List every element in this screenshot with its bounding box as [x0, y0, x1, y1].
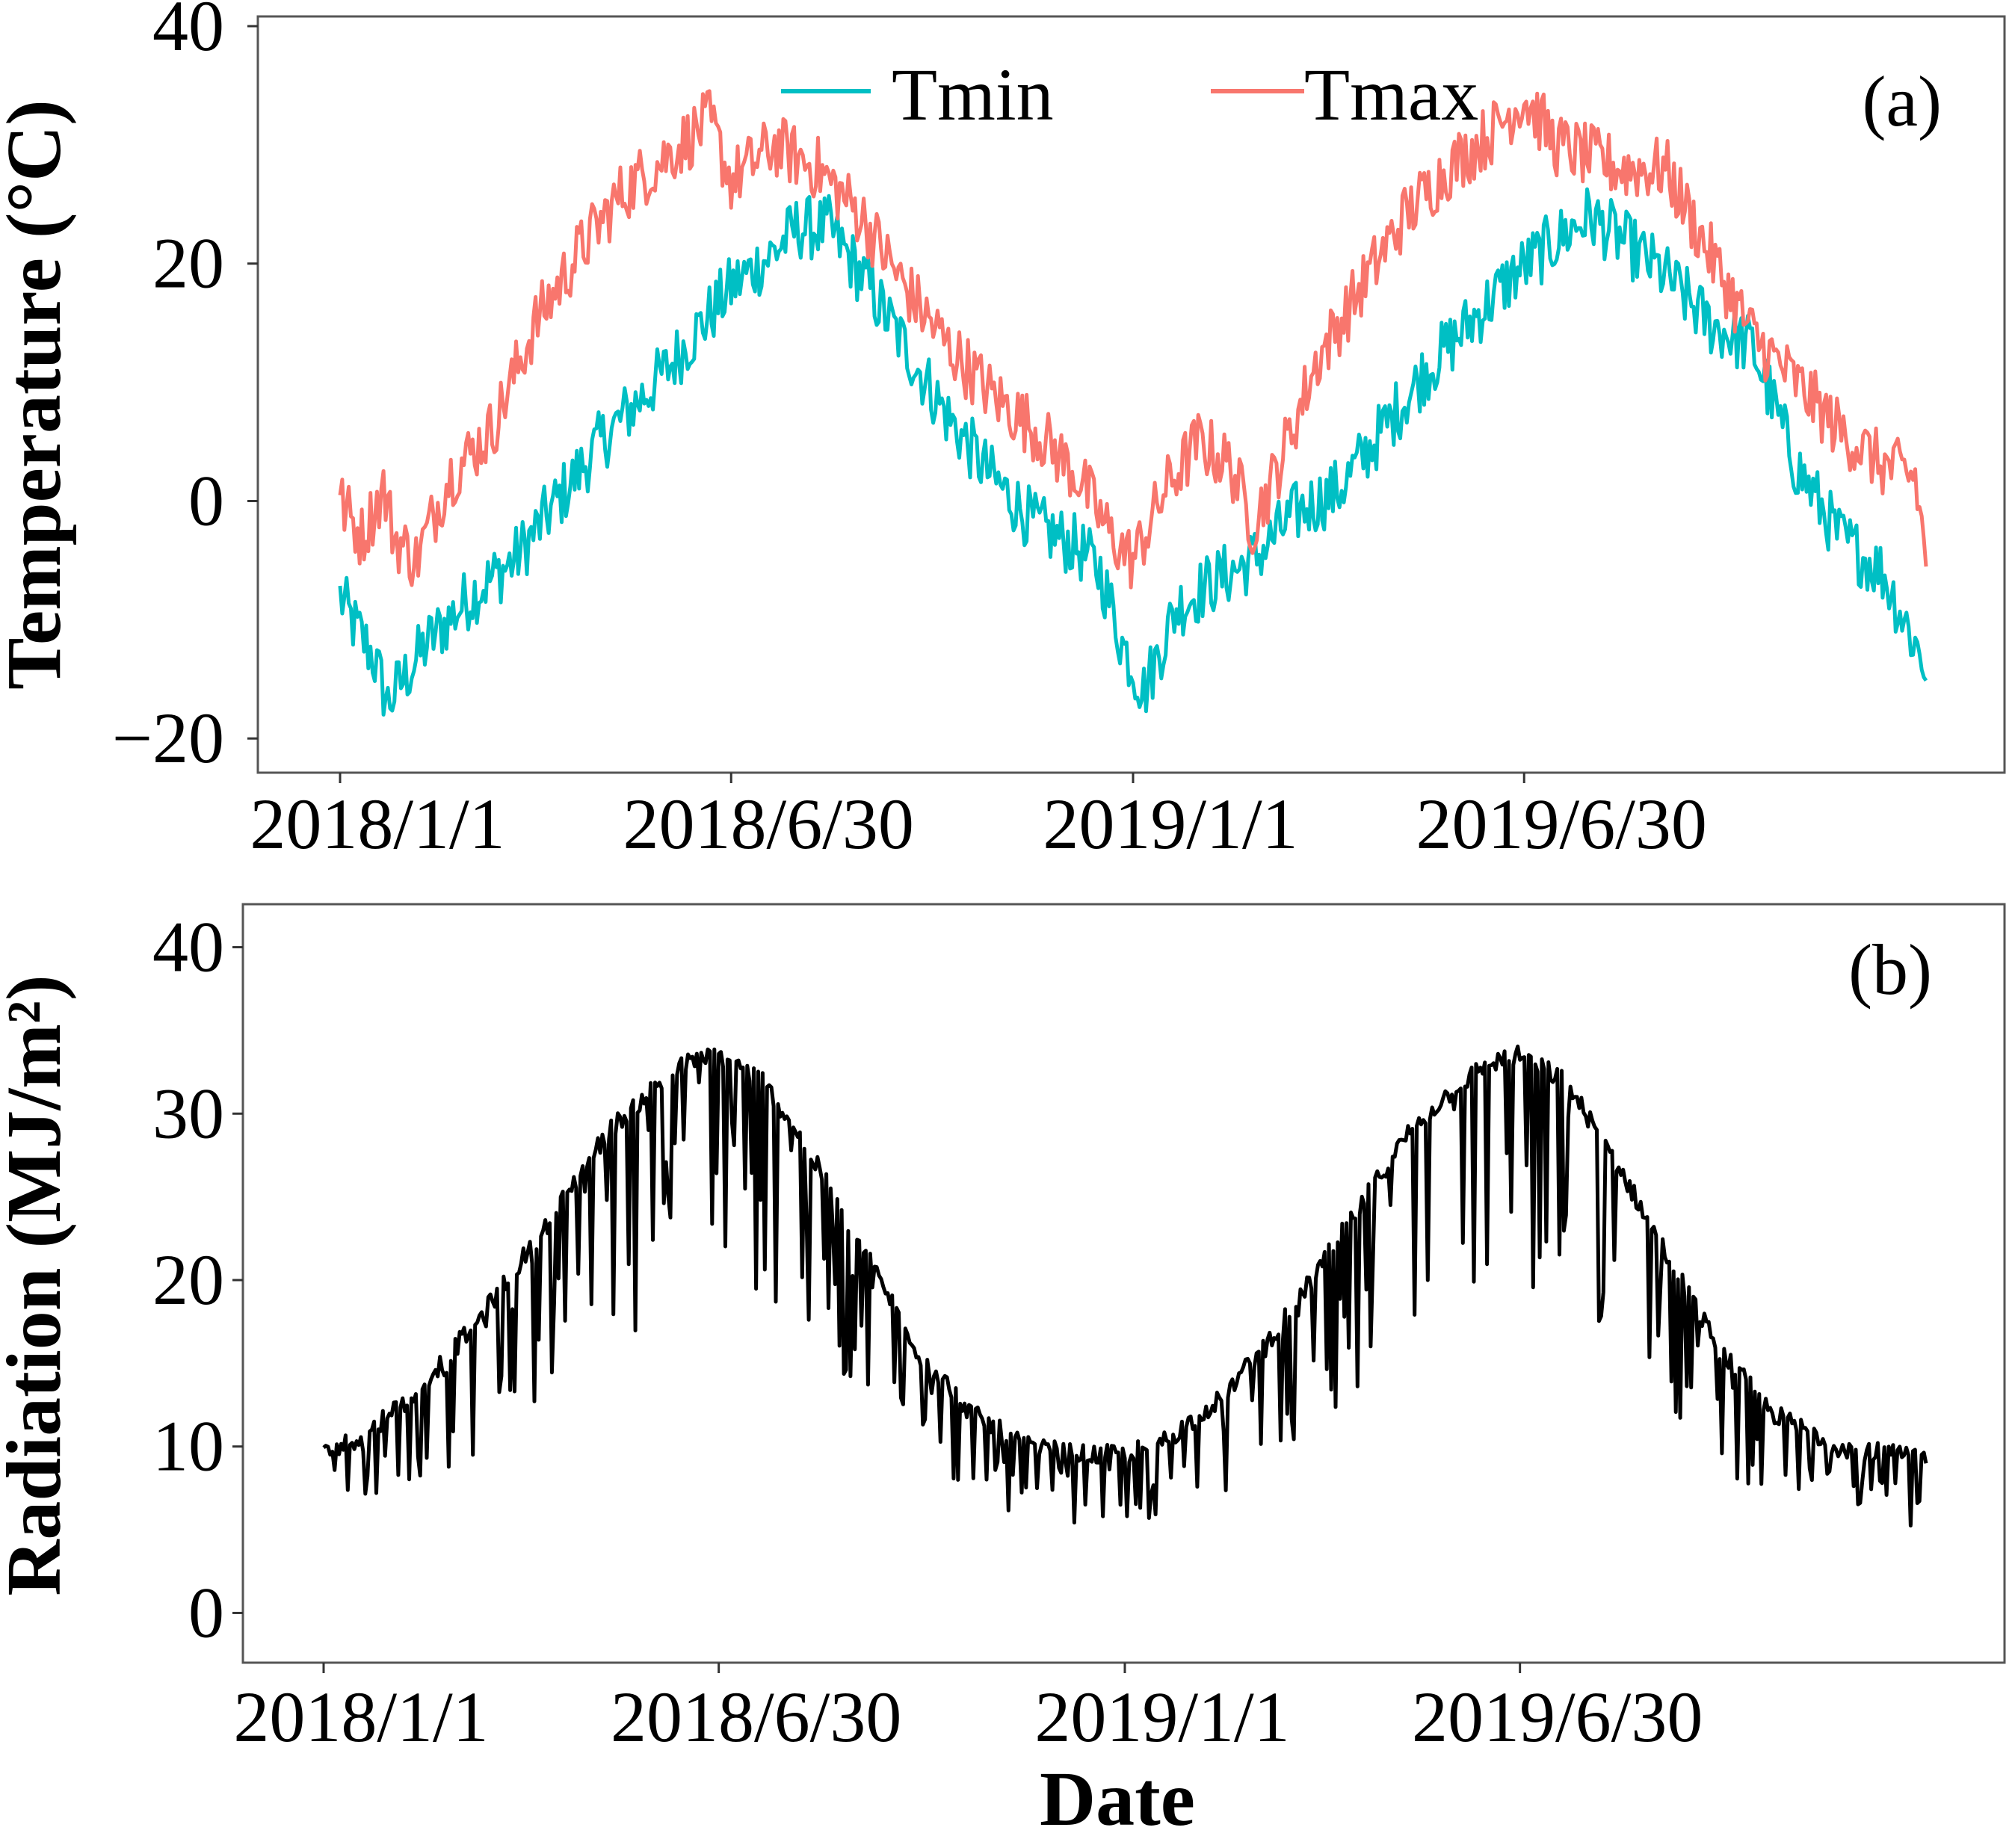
panel-a-frame [256, 15, 2006, 774]
legend-label-tmax: Tmax [1304, 53, 1478, 136]
panel-a-y-axis-title: Temperature (°C) [0, 99, 77, 690]
series-line-radiation [322, 1044, 1928, 1528]
panel-b-radiation-chart: 0 10 20 30 40 2018/1/1 2018/6/30 2019/1/1 2019/… [0, 903, 2006, 1842]
a-x-tick-label: 2019/1/1 [1043, 784, 1297, 864]
b-y-tick-label: 30 [152, 1073, 224, 1153]
panel-a-legend: Tmin Tmax [781, 53, 1478, 136]
panel-b-label: (b) [1848, 930, 1932, 1010]
panel-b-y-axis-title: Radiation (MJ/m²) [0, 974, 77, 1595]
b-x-tick-label: 2018/6/30 [611, 1677, 901, 1757]
panel-a-x-axis: 2018/1/1 2018/6/30 2019/1/1 2019/6/30 [250, 773, 1707, 864]
a-x-tick-label: 2018/1/1 [250, 784, 504, 864]
a-y-tick-label: −20 [112, 698, 224, 778]
b-y-tick-label: 40 [152, 907, 224, 987]
panel-a-temperature-chart: −20 0 20 40 2018/1/1 2018/6/30 2019/1/1 2019/6… [0, 0, 2006, 864]
series-line-tmin [338, 187, 1928, 717]
legend-label-tmin: Tmin [892, 53, 1054, 136]
b-x-tick-label: 2018/1/1 [233, 1677, 488, 1757]
panel-b-x-axis: 2018/1/1 2018/6/30 2019/1/1 2019/6/30 [233, 1663, 1703, 1757]
series-line-tmax [338, 89, 1928, 590]
panel-b-x-axis-title: Date [1040, 1756, 1195, 1842]
b-y-tick-label: 20 [152, 1240, 224, 1320]
a-y-tick-label: 0 [188, 460, 224, 540]
b-x-tick-label: 2019/6/30 [1412, 1677, 1703, 1757]
b-x-tick-label: 2019/1/1 [1034, 1677, 1289, 1757]
panel-b-series-group [322, 1044, 1928, 1528]
a-y-tick-label: 40 [152, 0, 224, 66]
panel-b-y-axis: 0 10 20 30 40 [152, 907, 243, 1652]
panel-a-label: (a) [1862, 61, 1942, 141]
panel-a-y-axis: −20 0 20 40 [112, 0, 258, 778]
a-x-tick-label: 2019/6/30 [1416, 784, 1707, 864]
a-y-tick-label: 20 [152, 223, 224, 303]
b-y-tick-label: 0 [188, 1572, 224, 1652]
b-y-tick-label: 10 [152, 1406, 224, 1486]
panel-a-series-group [338, 89, 1928, 717]
a-x-tick-label: 2018/6/30 [623, 784, 914, 864]
